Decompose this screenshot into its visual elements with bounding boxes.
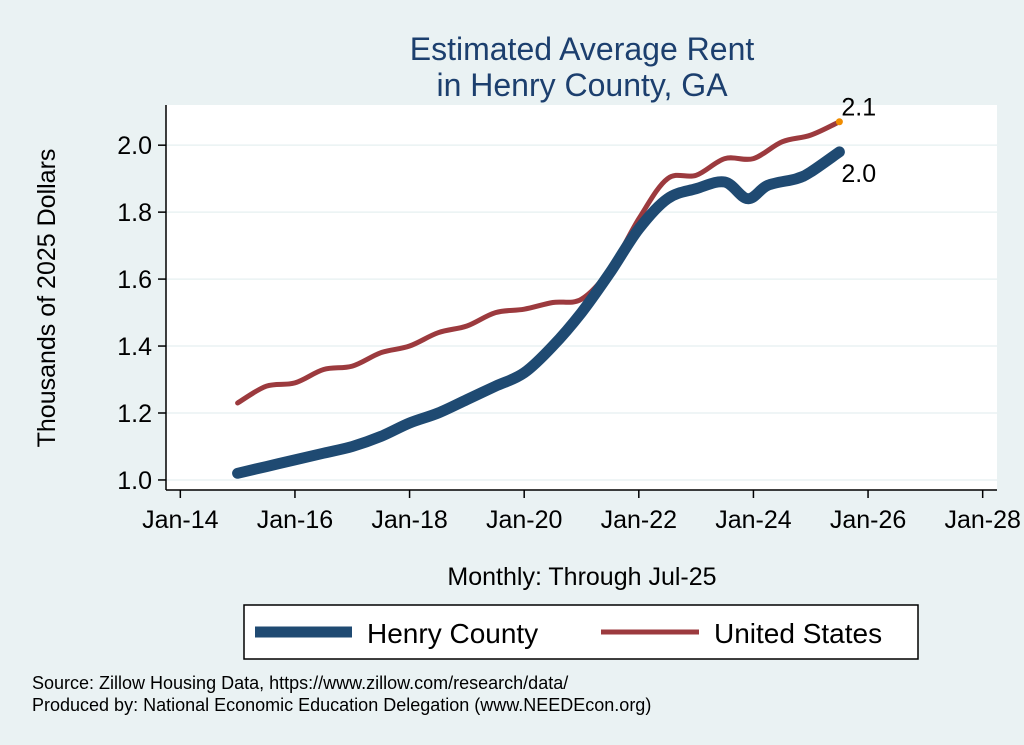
x-tick-label: Jan-14 <box>142 506 219 534</box>
y-tick-label: 1.0 <box>117 467 152 495</box>
y-tick-label: 1.6 <box>117 266 152 294</box>
y-tick-label: 1.4 <box>117 333 152 361</box>
x-tick-label: Jan-18 <box>371 506 447 534</box>
series-line-united-states <box>235 119 842 406</box>
gridlines <box>166 144 997 481</box>
chart-title-line-1: Estimated Average Rent <box>410 31 755 67</box>
series-endpoint-united-states <box>835 118 843 126</box>
y-tick-label: 1.2 <box>117 400 152 428</box>
produced-by-note: Produced by: National Economic Education… <box>32 695 652 715</box>
x-tick-label: Jan-28 <box>944 506 1020 534</box>
chart-title-line-2: in Henry County, GA <box>436 67 728 103</box>
end-label-henry-county: 2.0 <box>841 160 876 188</box>
x-axis-label: Monthly: Through Jul-25 <box>447 563 716 591</box>
end-label-united-states: 2.1 <box>841 94 876 122</box>
legend: Henry County United States <box>243 604 919 660</box>
x-tick-label: Jan-24 <box>715 506 792 534</box>
source-note: Source: Zillow Housing Data, https://www… <box>32 673 569 693</box>
x-tick-label: Jan-26 <box>830 506 906 534</box>
legend-box <box>243 604 919 660</box>
x-tick-label: Jan-22 <box>601 506 677 534</box>
axes: 1.0 1.2 1.4 1.6 1.8 2.0 Jan-14 Jan-16 Jan-18 Jan-… <box>117 105 1021 534</box>
y-axis-label: Thousands of 2025 Dollars <box>33 149 61 448</box>
x-tick-label: Jan-20 <box>486 506 562 534</box>
y-tick-label: 1.8 <box>117 199 152 227</box>
y-tick-label: 2.0 <box>117 132 152 160</box>
end-labels: 2.1 2.0 <box>835 94 876 188</box>
series-line-henry-county <box>232 146 845 479</box>
x-tick-label: Jan-16 <box>257 506 333 534</box>
legend-label-united-states: United States <box>714 618 882 649</box>
legend-label-henry-county: Henry County <box>367 618 538 649</box>
series-layer <box>232 119 845 479</box>
